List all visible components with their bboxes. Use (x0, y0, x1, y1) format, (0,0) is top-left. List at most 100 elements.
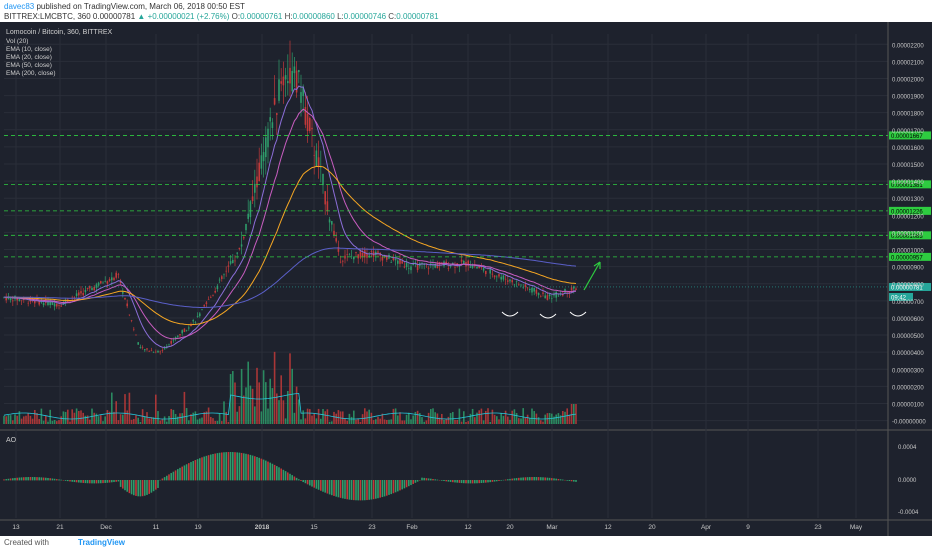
ao-bar (185, 464, 188, 481)
candle-body (302, 86, 304, 97)
ao-bar (163, 477, 166, 481)
volume-bar (18, 411, 21, 424)
ao-bar (377, 480, 379, 499)
volume-bar (128, 392, 131, 424)
volume-bar (491, 409, 494, 424)
volume-bar (467, 421, 469, 424)
candle-body (542, 292, 544, 294)
candle-body (144, 349, 146, 351)
candle-body (188, 327, 190, 329)
time-axis[interactable]: 13 21 Dec 11 19 2018 15 23 Feb 12 20 Mar 12 20 Apr 9 23 M… (12, 524, 863, 531)
candle-body (570, 287, 573, 291)
candle-body (335, 238, 337, 242)
ao-bar (436, 479, 439, 481)
candle-body (500, 276, 502, 280)
candle-body (346, 254, 348, 255)
ema-50-line (3, 165, 577, 326)
ao-histogram: AO (3, 437, 577, 501)
volume-bar (293, 412, 296, 424)
author-link[interactable]: davec83 (4, 2, 35, 11)
volume-bar (551, 413, 553, 424)
ao-bar (157, 480, 159, 488)
candle-body (381, 256, 384, 261)
publish-line: davec83 published on TradingView.com, Ma… (4, 2, 245, 11)
ao-bar (16, 477, 18, 481)
volume-bar (174, 413, 177, 424)
candle-body (487, 268, 489, 270)
candle-body (126, 303, 128, 307)
candle-body (141, 347, 144, 349)
ao-bar (192, 461, 194, 481)
ao-bar (148, 480, 150, 494)
ao-bar (496, 480, 498, 482)
volume-bar (223, 401, 225, 424)
volume-bar (159, 420, 161, 424)
candle-body (247, 213, 249, 219)
volume-bar (540, 420, 542, 424)
candle-body (199, 313, 201, 317)
ao-bar (243, 453, 245, 481)
ao-bar (434, 479, 436, 481)
candle-body (207, 299, 210, 300)
candle-body (350, 255, 353, 257)
ao-bar (93, 480, 95, 484)
ao-bar (346, 480, 348, 500)
last-price-label: 0.00000781 (891, 285, 923, 291)
candle-body (337, 247, 340, 252)
ao-bar (135, 480, 137, 496)
ao-bar (399, 480, 401, 491)
volume-bar (375, 419, 377, 424)
volume-bar (342, 411, 344, 424)
candle-body (113, 277, 115, 281)
volume-bar (295, 386, 298, 424)
volume-bar (12, 420, 14, 424)
candle-body (520, 284, 522, 286)
ao-bar (335, 480, 337, 497)
candle-body (183, 328, 186, 333)
ao-bar (284, 471, 287, 481)
volume-bar (29, 415, 32, 424)
volume-bar (405, 414, 408, 424)
resistance-levels: 0.00001667 0.00001381 0.00001226 0.00001083… (4, 131, 931, 301)
volume-bar (317, 408, 320, 424)
ao-bar (161, 478, 164, 481)
ao-bar (38, 477, 40, 481)
volume-bar (399, 412, 401, 424)
volume-bar (480, 408, 483, 424)
candle-body (106, 281, 109, 284)
ao-bar (196, 459, 199, 481)
ao-bar (95, 480, 98, 484)
x-tick-label: 20 (648, 524, 656, 531)
volume-bar (421, 417, 423, 424)
tradingview-logo[interactable]: TradingView (78, 538, 125, 547)
price-axis[interactable]: 0.00002200 0.00002100 0.00002000 0.00001900… (892, 43, 926, 516)
volume-bar (251, 388, 254, 424)
ao-bar (388, 480, 390, 495)
volume-bar (86, 415, 89, 424)
price-chart[interactable]: 0.00001667 0.00001381 0.00001226 0.00001083… (0, 22, 932, 536)
ao-bar (254, 456, 256, 481)
y-tick-label: -0.00000000 (892, 420, 926, 426)
volume-bar (3, 415, 5, 424)
countdown-bg (889, 292, 913, 301)
volume-bar (456, 419, 458, 424)
candle-body (97, 282, 100, 286)
ao-bar (355, 480, 357, 501)
candle-body (328, 219, 331, 223)
ao-bar (102, 480, 104, 484)
volume-bar (353, 410, 355, 424)
candle-body (122, 291, 124, 294)
ao-bar (293, 476, 296, 481)
ao-bar (544, 477, 546, 481)
candle-body (9, 297, 12, 300)
volume-bar (504, 410, 507, 424)
volume-bar (537, 417, 540, 424)
ema-10-line (3, 85, 577, 348)
candle-body (509, 279, 511, 282)
ao-bar (515, 478, 518, 481)
volume-bar (27, 412, 29, 424)
indicator-legend: Lomocoin / Bitcoin, 360, BITTREX Vol (20)… (6, 29, 113, 77)
volume-bar (232, 371, 234, 424)
ao-bar (465, 480, 467, 484)
volume-bar (75, 408, 78, 424)
